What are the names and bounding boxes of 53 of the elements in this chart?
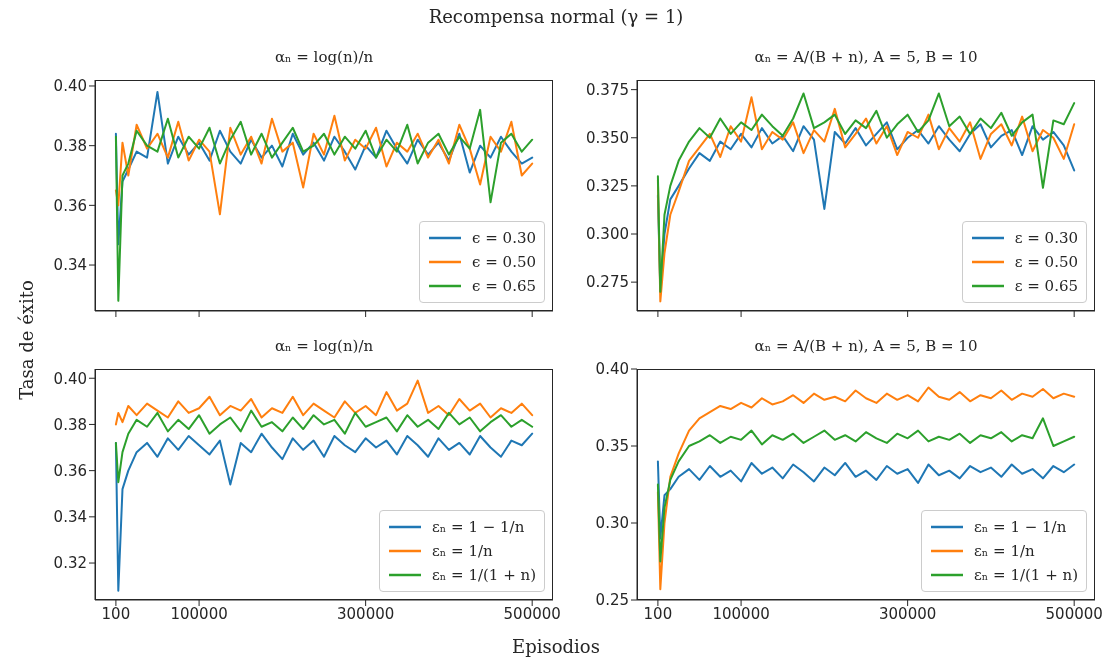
x-tick-label: 100 <box>101 604 131 623</box>
y-tick-label: 0.36 <box>53 196 87 215</box>
x-tick-label: 300000 <box>879 604 937 623</box>
x-axis-title: Episodios <box>511 636 601 657</box>
legend-label: εₙ = 1/(1 + n) <box>974 566 1078 584</box>
y-axis-title: Tasa de éxito <box>15 280 37 400</box>
y-tick-label: 0.25 <box>595 591 629 610</box>
y-tick-label: 0.38 <box>53 415 87 434</box>
x-tick-label: 300000 <box>337 604 395 623</box>
line-series <box>114 432 534 592</box>
y-tick-label: 0.350 <box>586 129 629 148</box>
x-tick-label: 500000 <box>503 604 561 623</box>
line-series <box>656 386 1076 591</box>
y-tick-label: 0.30 <box>595 514 629 533</box>
y-tick-label: 0.325 <box>586 177 629 196</box>
legend-label: ε = 0.50 <box>1014 253 1078 271</box>
line-series <box>114 409 534 484</box>
y-tick-label: 0.34 <box>53 256 87 275</box>
legend-label: ϵ = 0.50 <box>472 253 536 271</box>
y-tick-label: 0.34 <box>53 508 87 527</box>
y-tick-label: 0.40 <box>595 360 629 379</box>
legend-label: ε = 0.65 <box>1014 277 1078 295</box>
y-tick-label: 0.32 <box>53 554 87 573</box>
chart-title: αₙ = log(n)/n <box>273 48 375 66</box>
legend-label: ε = 0.30 <box>1014 229 1078 247</box>
y-tick-label: 0.275 <box>586 273 629 292</box>
y-tick-label: 0.38 <box>53 136 87 155</box>
legend-label: ϵ = 0.65 <box>472 277 536 295</box>
line-series <box>114 108 534 302</box>
y-tick-label: 0.35 <box>595 437 629 456</box>
y-tick-label: 0.40 <box>53 77 87 96</box>
legend-label: ϵ = 0.30 <box>472 229 536 247</box>
x-tick-label: 100000 <box>170 604 228 623</box>
y-tick-label: 0.375 <box>586 80 629 99</box>
y-tick-label: 0.40 <box>53 369 87 388</box>
line-series <box>114 114 534 216</box>
chart-title: αₙ = A/(B + n), A = 5, B = 10 <box>753 337 979 355</box>
line-series <box>114 90 534 246</box>
line-series <box>114 379 534 426</box>
text: Recompensa normal (γ = 1) <box>427 6 685 27</box>
legend-label: εₙ = 1/(1 + n) <box>432 566 536 584</box>
legend-label: εₙ = 1/n <box>432 542 493 560</box>
chart-title: αₙ = A/(B + n), A = 5, B = 10 <box>753 48 979 66</box>
legend-label: εₙ = 1 − 1/n <box>974 518 1067 536</box>
legend-label: εₙ = 1/n <box>974 542 1035 560</box>
x-tick-label: 100 <box>643 604 673 623</box>
x-tick-label: 500000 <box>1045 604 1103 623</box>
chart-title: αₙ = log(n)/n <box>273 337 375 355</box>
x-tick-label: 100000 <box>712 604 770 623</box>
y-tick-label: 0.36 <box>53 461 87 480</box>
y-tick-label: 0.300 <box>586 225 629 244</box>
legend-label: εₙ = 1 − 1/n <box>432 518 525 536</box>
line-series <box>656 417 1076 563</box>
